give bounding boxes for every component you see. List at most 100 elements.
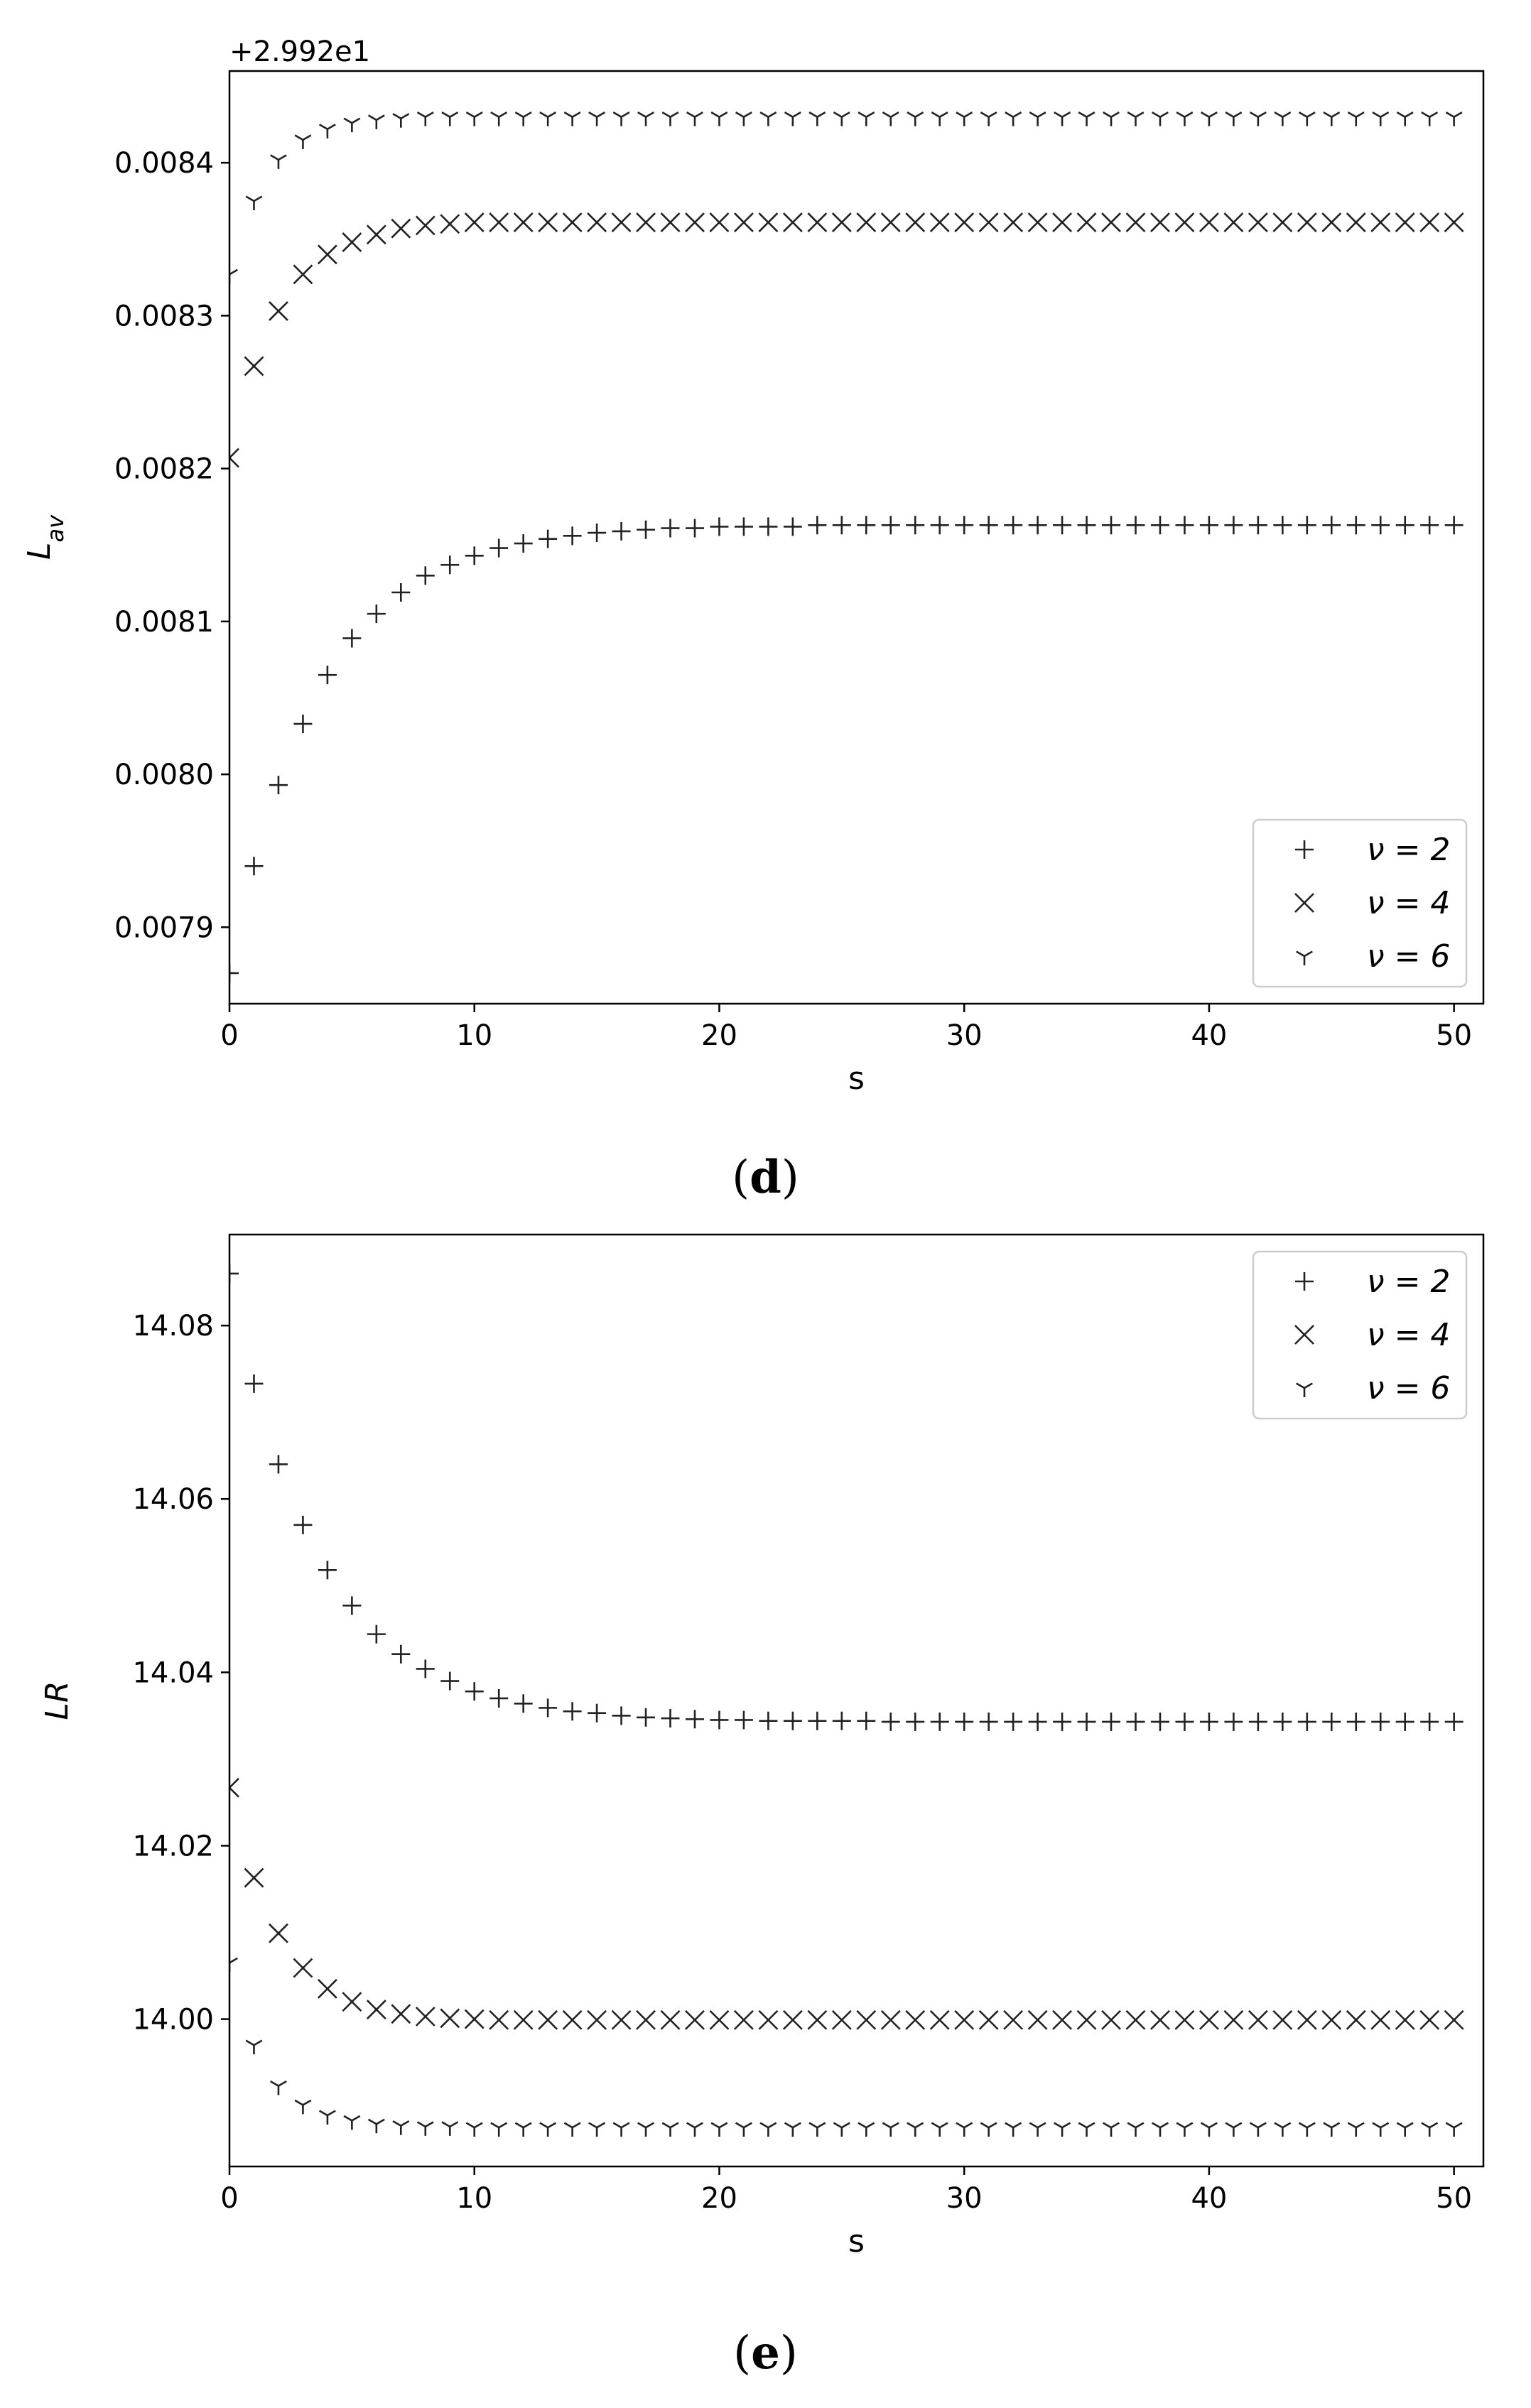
y-tick-label: 14.00 bbox=[132, 2004, 214, 2037]
data-point bbox=[1248, 1712, 1267, 1731]
data-point bbox=[367, 2118, 385, 2134]
data-point bbox=[636, 2010, 656, 2030]
data-point bbox=[489, 2010, 509, 2030]
data-point bbox=[1323, 111, 1341, 126]
data-point bbox=[782, 212, 803, 233]
data-point bbox=[980, 111, 997, 126]
data-point bbox=[440, 555, 460, 575]
data-point bbox=[416, 1659, 435, 1678]
data-point bbox=[1004, 1712, 1023, 1731]
data-point bbox=[930, 516, 949, 535]
data-point bbox=[563, 526, 582, 546]
data-point bbox=[1053, 516, 1072, 535]
legend-marker bbox=[1294, 1325, 1314, 1345]
data-point bbox=[637, 520, 656, 539]
data-point bbox=[783, 1711, 802, 1730]
y-tick-label: 0.0082 bbox=[114, 453, 214, 486]
data-point bbox=[710, 1710, 729, 1730]
data-point bbox=[709, 2010, 730, 2030]
data-point bbox=[588, 111, 606, 126]
data-point bbox=[882, 2122, 899, 2137]
data-point bbox=[1248, 2010, 1268, 2030]
data-point bbox=[1003, 2010, 1024, 2030]
data-point bbox=[587, 212, 607, 233]
data-point bbox=[1444, 212, 1464, 233]
data-point bbox=[1346, 1712, 1365, 1731]
data-point bbox=[881, 1712, 900, 1731]
data-point bbox=[342, 232, 362, 252]
data-point bbox=[1054, 111, 1071, 126]
data-point bbox=[734, 2010, 754, 2030]
data-point bbox=[244, 857, 264, 876]
x-tick-label: 20 bbox=[701, 1019, 737, 1052]
data-point bbox=[317, 1978, 337, 1999]
data-point bbox=[1395, 2010, 1415, 2030]
data-point bbox=[229, 963, 239, 982]
plot-frame bbox=[228, 70, 1485, 1005]
data-point bbox=[1395, 1712, 1414, 1731]
caption-e-letter: e bbox=[751, 2326, 780, 2380]
data-point bbox=[1101, 212, 1121, 233]
data-point bbox=[587, 2010, 607, 2030]
data-point bbox=[758, 212, 779, 233]
data-point bbox=[318, 124, 336, 139]
data-point bbox=[1125, 2010, 1146, 2030]
x-tick-label: 50 bbox=[1436, 2182, 1472, 2215]
x-axis-label: s bbox=[848, 2223, 865, 2260]
y-offset-text: +2.992e1 bbox=[229, 36, 370, 68]
data-point bbox=[1273, 1712, 1292, 1731]
data-point bbox=[1076, 2010, 1097, 2030]
legend-entry: ν = 6 bbox=[1296, 938, 1450, 975]
data-point bbox=[858, 2122, 875, 2137]
data-point bbox=[661, 1709, 680, 1728]
data-point bbox=[293, 264, 313, 285]
data-point bbox=[1444, 1712, 1464, 1731]
data-point bbox=[1272, 2010, 1293, 2030]
data-point bbox=[514, 1694, 533, 1713]
data-point bbox=[856, 212, 877, 233]
series-3-markers bbox=[229, 1957, 1463, 2137]
legend-entry: ν = 4 bbox=[1294, 1317, 1450, 1353]
data-point bbox=[1421, 2122, 1439, 2137]
data-point bbox=[229, 1264, 239, 1283]
caption-d: (d) bbox=[732, 1151, 799, 1204]
data-point bbox=[269, 154, 287, 169]
data-point bbox=[808, 516, 827, 535]
data-point bbox=[685, 212, 705, 233]
data-point bbox=[1176, 111, 1194, 126]
data-point bbox=[1297, 1712, 1316, 1731]
data-point bbox=[660, 2010, 681, 2030]
data-point bbox=[1298, 111, 1316, 126]
data-point bbox=[293, 1958, 313, 1978]
data-point bbox=[441, 111, 459, 126]
data-point bbox=[562, 2010, 583, 2030]
data-point bbox=[1102, 1712, 1121, 1731]
data-point bbox=[1224, 516, 1243, 535]
data-point bbox=[734, 1710, 753, 1730]
data-point bbox=[930, 1712, 949, 1731]
data-point bbox=[783, 517, 802, 536]
x-tick-label: 30 bbox=[946, 1019, 983, 1052]
data-point bbox=[318, 1561, 337, 1580]
data-point bbox=[1200, 111, 1218, 126]
data-point bbox=[293, 715, 313, 734]
data-point bbox=[465, 111, 483, 126]
legend-label: ν = 4 bbox=[1367, 885, 1450, 921]
data-point bbox=[1297, 212, 1317, 233]
data-point bbox=[735, 2122, 752, 2137]
data-point bbox=[831, 212, 852, 233]
data-point bbox=[464, 2009, 485, 2029]
data-point bbox=[415, 215, 436, 236]
legend-label: ν = 6 bbox=[1367, 938, 1450, 975]
legend-marker bbox=[1296, 950, 1313, 965]
data-point bbox=[1174, 212, 1195, 233]
data-point bbox=[1199, 1712, 1218, 1731]
data-point bbox=[1054, 2122, 1071, 2137]
data-point bbox=[661, 2122, 679, 2137]
data-point bbox=[1077, 1712, 1096, 1731]
data-point bbox=[1370, 2010, 1391, 2030]
x-tick-label: 10 bbox=[456, 2182, 492, 2215]
data-point bbox=[538, 2010, 558, 2030]
data-point bbox=[229, 1957, 238, 1973]
data-point bbox=[807, 212, 828, 233]
